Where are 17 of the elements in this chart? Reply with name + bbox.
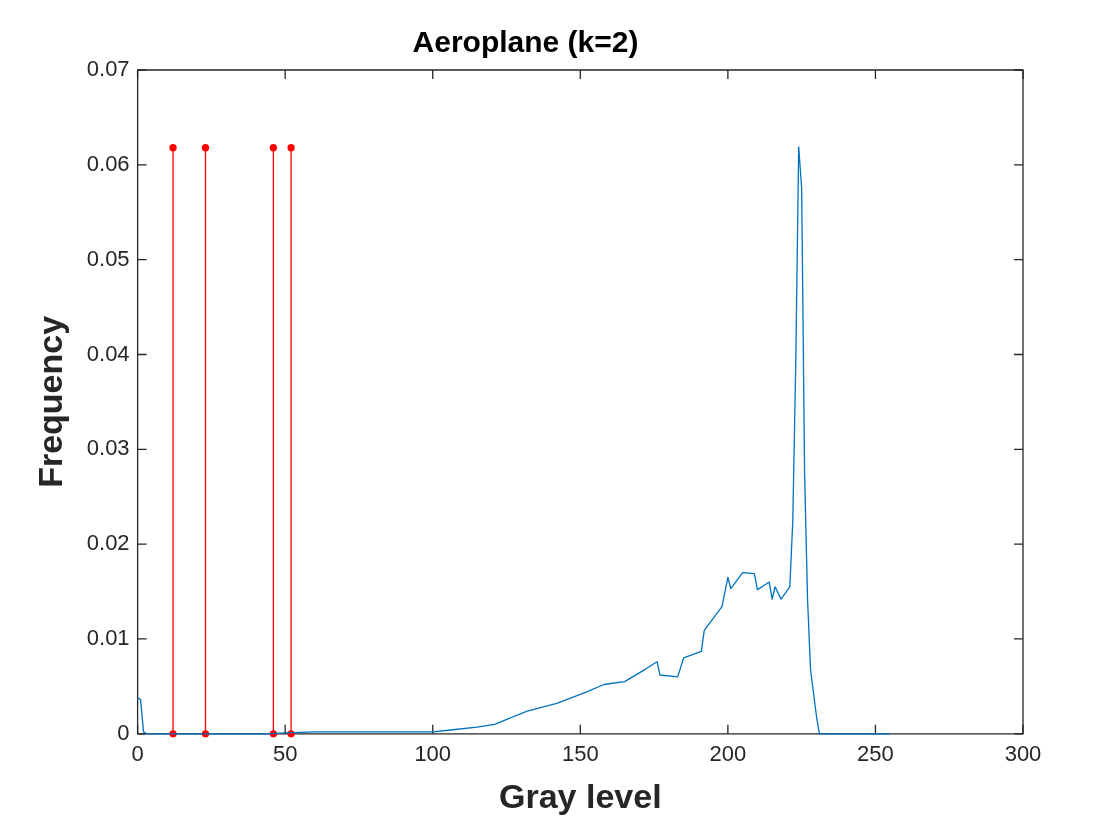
y-tick-label: 0.01 (86, 625, 130, 651)
chart-title: Aeroplane (k=2) (412, 25, 639, 59)
x-tick-label: 100 (414, 741, 452, 767)
y-tick-label: 0.05 (86, 245, 130, 271)
x-tick-label: 150 (561, 741, 599, 767)
y-tick-label: 0.03 (86, 435, 130, 461)
x-axis-title: Gray level (499, 776, 662, 815)
x-tick-label: 300 (1004, 741, 1042, 767)
y-tick-label: 0 (117, 719, 130, 745)
y-tick-label: 0.07 (86, 56, 130, 82)
x-tick-label: 200 (709, 741, 747, 767)
y-tick-label: 0.06 (86, 150, 130, 176)
x-tick-label: 50 (272, 741, 298, 767)
y-axis-title: Frequency (30, 315, 69, 488)
x-tick-label: 250 (857, 741, 894, 767)
y-tick-label: 0.04 (86, 340, 130, 366)
y-tick-label: 0.02 (86, 530, 130, 556)
